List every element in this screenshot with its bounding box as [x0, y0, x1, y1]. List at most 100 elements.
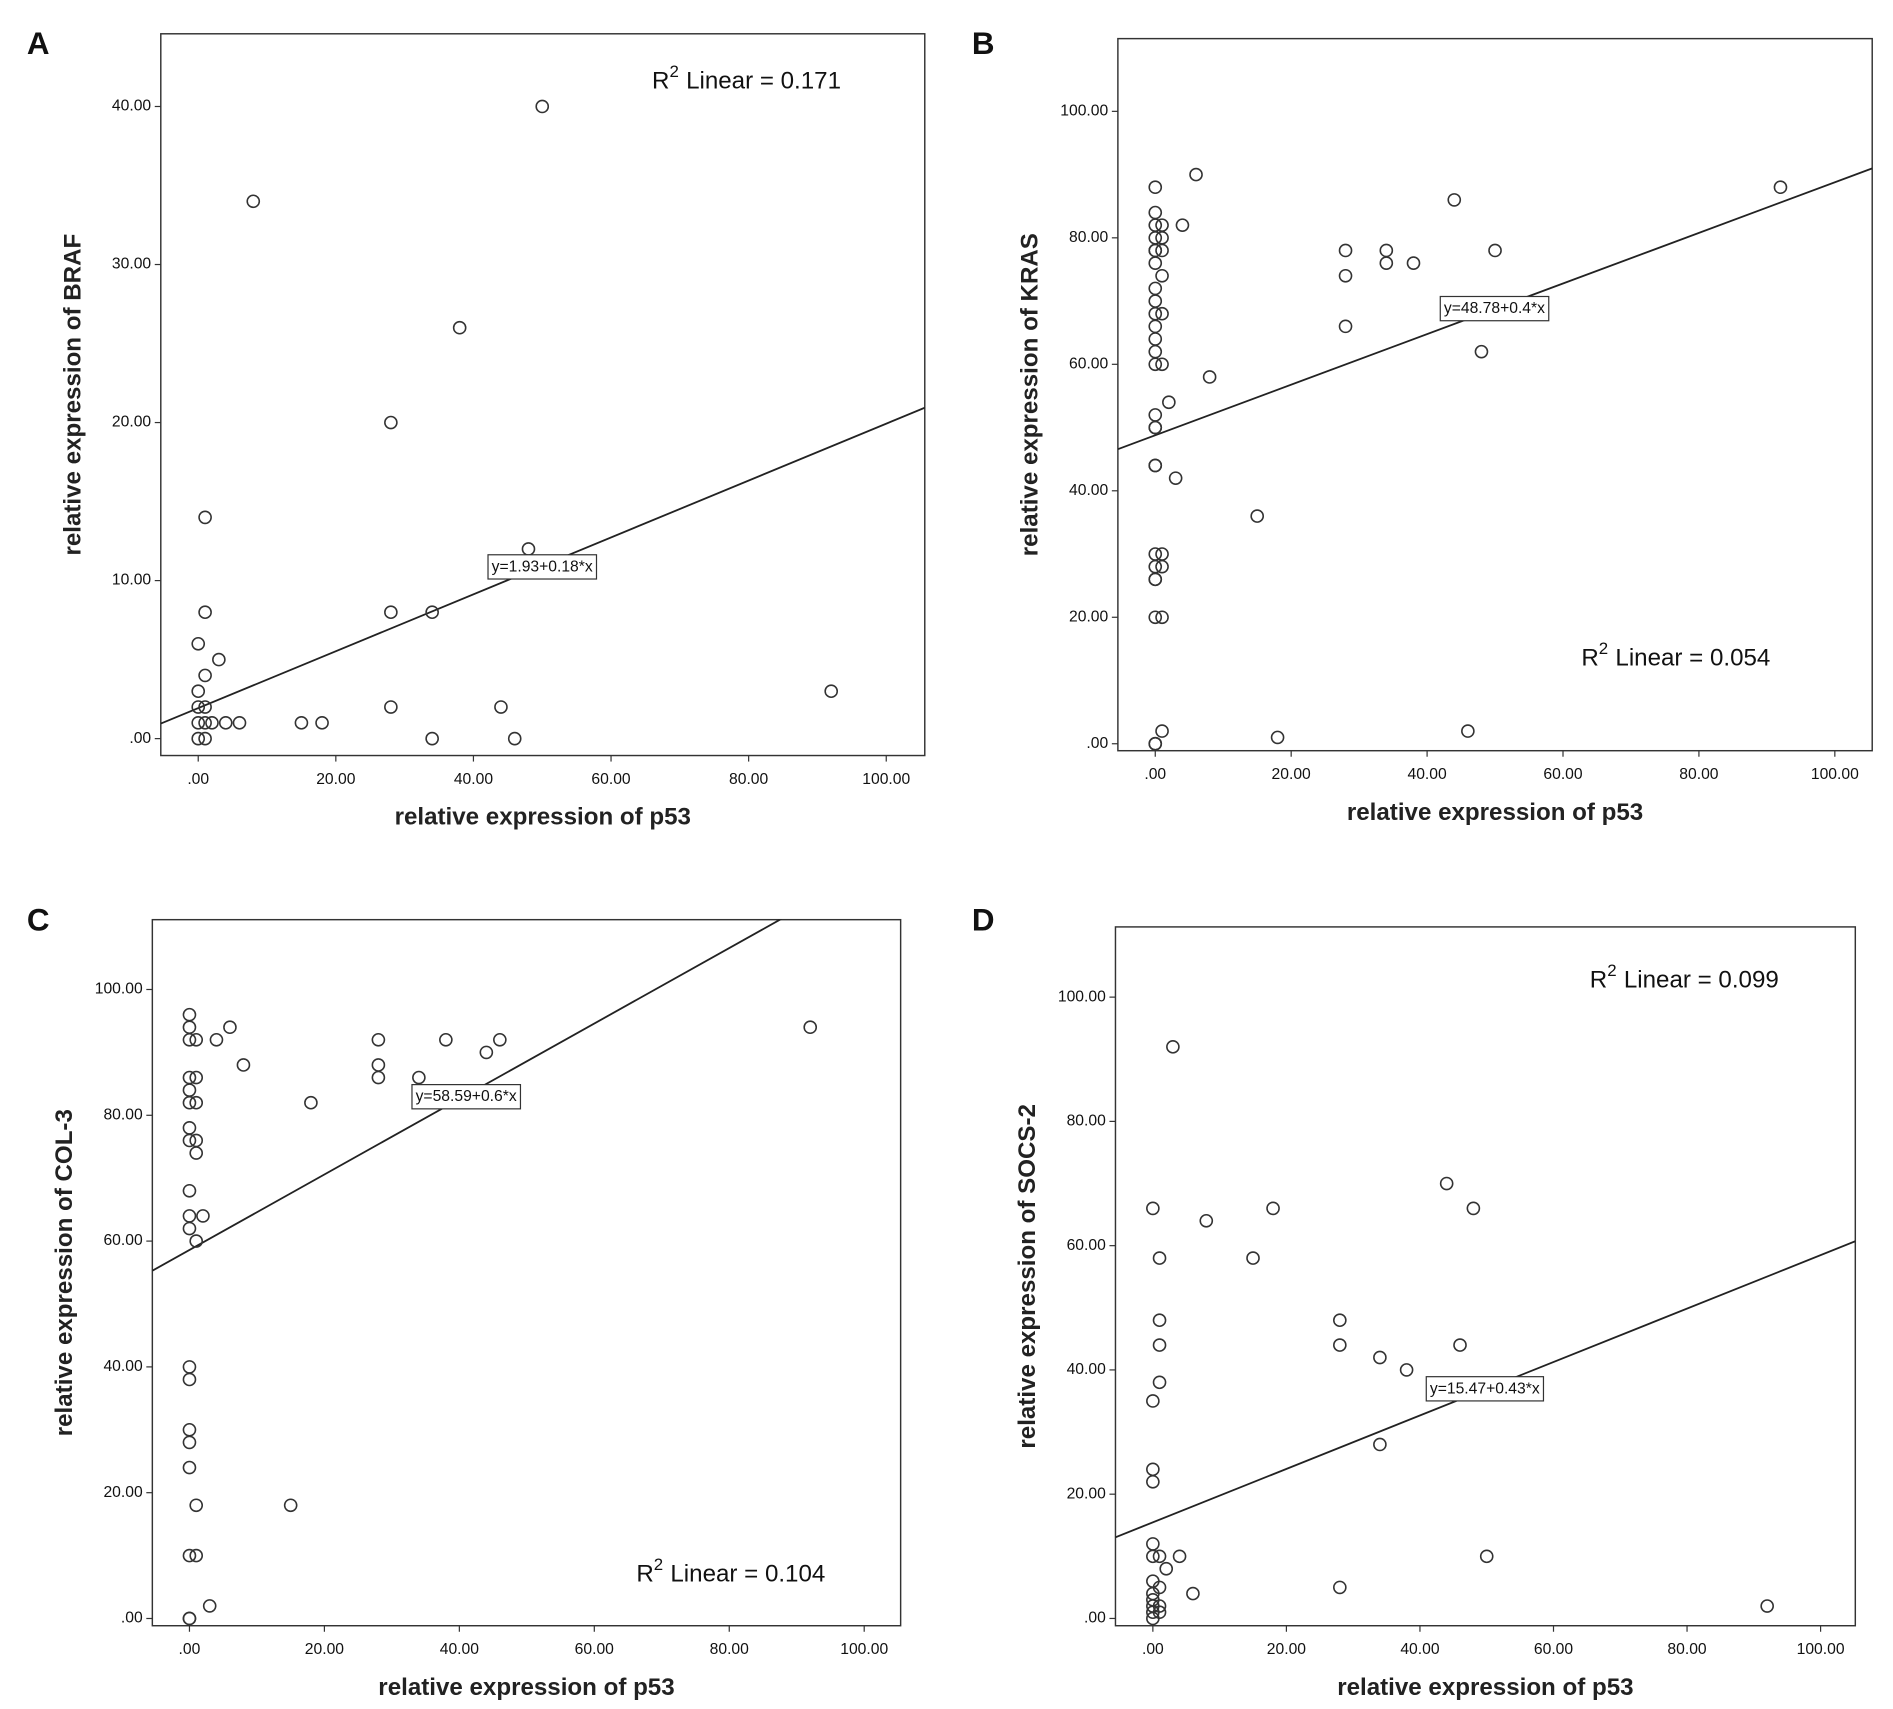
point	[1461, 724, 1475, 738]
point	[371, 1058, 386, 1072]
point	[439, 1032, 453, 1047]
x-tick-label: 60.00	[1543, 766, 1583, 783]
x-tick-label: .00	[179, 1641, 201, 1658]
point	[182, 1032, 197, 1047]
point	[1202, 370, 1217, 384]
point	[1148, 332, 1163, 346]
point	[824, 684, 839, 699]
point	[191, 684, 206, 699]
point	[182, 1611, 197, 1626]
r2-symbol: R	[1581, 644, 1598, 671]
point	[189, 1032, 204, 1047]
x-axis-title: relative expression of p53	[1347, 799, 1643, 826]
point	[1159, 1561, 1174, 1576]
point	[209, 1032, 224, 1047]
point	[1146, 1462, 1160, 1477]
point	[1246, 1251, 1260, 1265]
point	[294, 716, 309, 730]
point	[1447, 193, 1462, 207]
point	[1146, 1474, 1160, 1489]
fit-label-box	[1439, 295, 1550, 322]
point	[1146, 1537, 1160, 1551]
point	[384, 415, 398, 430]
point	[1148, 572, 1163, 587]
point	[1155, 610, 1169, 625]
plot-frame	[151, 918, 902, 1627]
point	[1333, 1580, 1347, 1595]
y-tick-label: 10.00	[112, 572, 152, 589]
point	[182, 1422, 197, 1437]
point	[189, 1146, 204, 1160]
x-tick-label: 60.00	[591, 771, 631, 788]
point	[371, 1070, 386, 1085]
point	[1266, 1201, 1280, 1216]
point	[1338, 319, 1353, 334]
point	[1168, 471, 1183, 485]
r2-symbol: R	[636, 1560, 653, 1587]
y-tick-label: 60.00	[1067, 1237, 1107, 1254]
y-tick-label: .00	[121, 1610, 143, 1627]
point	[1155, 559, 1169, 574]
y-tick-label: 20.00	[1067, 1485, 1107, 1502]
point	[521, 542, 536, 556]
point	[1172, 1549, 1187, 1564]
x-tick-label: .00	[187, 771, 209, 788]
fit-label: y=48.78+0.4*x	[1444, 300, 1545, 317]
point	[198, 668, 212, 683]
point	[1760, 1599, 1774, 1613]
point	[189, 1095, 204, 1110]
point	[191, 731, 206, 746]
point	[198, 510, 212, 525]
point	[479, 1045, 494, 1060]
point	[1148, 256, 1163, 270]
point	[246, 194, 261, 209]
point	[803, 1020, 818, 1035]
r2-symbol: R	[652, 67, 669, 94]
point	[371, 1032, 386, 1047]
point	[1148, 736, 1163, 751]
plot-frame	[1117, 37, 1873, 752]
point	[1270, 730, 1285, 745]
fit-label: y=58.59+0.6*x	[416, 1088, 517, 1105]
point	[205, 716, 219, 730]
point	[1148, 180, 1163, 195]
y-tick-label: 100.00	[95, 981, 143, 998]
point	[1146, 1201, 1160, 1216]
x-tick-label: 80.00	[729, 771, 769, 788]
r2-text: Linear = 0.099	[1624, 967, 1779, 994]
point	[232, 716, 247, 730]
point	[1155, 357, 1169, 372]
point	[182, 1460, 197, 1475]
point	[223, 1020, 237, 1035]
point	[198, 731, 212, 746]
y-tick-label: 100.00	[1058, 988, 1106, 1005]
y-tick-label: 60.00	[1069, 355, 1109, 372]
r2-power: 2	[654, 1555, 663, 1574]
point	[315, 716, 329, 730]
point	[1148, 205, 1163, 220]
r2-text: Linear = 0.171	[686, 67, 841, 94]
point	[1148, 294, 1163, 308]
point	[1250, 509, 1265, 523]
point	[182, 1548, 197, 1563]
point	[1373, 1350, 1387, 1365]
point	[1152, 1605, 1167, 1620]
r2-symbol: R	[1590, 967, 1607, 994]
x-tick-label: 60.00	[1534, 1641, 1574, 1658]
y-axis-title: relative expression of KRAS	[1016, 233, 1043, 556]
point	[1148, 458, 1163, 473]
point	[182, 1209, 197, 1223]
y-tick-label: 20.00	[112, 414, 152, 431]
point	[1379, 256, 1394, 270]
point	[1199, 1213, 1214, 1228]
point	[1338, 268, 1353, 283]
point	[1373, 1437, 1387, 1452]
point	[182, 1121, 197, 1135]
point	[1152, 1313, 1167, 1328]
point	[189, 1070, 204, 1085]
x-tick-label: 100.00	[1811, 766, 1859, 783]
point	[1333, 1338, 1347, 1352]
x-axis-title: relative expression of p53	[395, 804, 691, 831]
point	[182, 1221, 197, 1236]
point	[452, 320, 467, 335]
